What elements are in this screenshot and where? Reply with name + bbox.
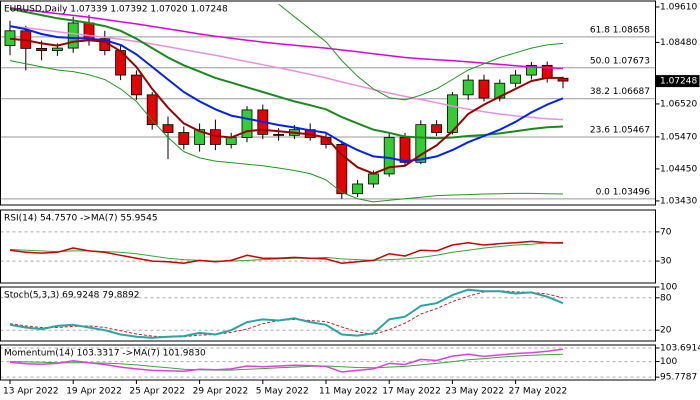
- y-tick-label: 103.6914: [660, 343, 700, 353]
- y-tick-label: 1.04450: [660, 164, 697, 174]
- candle-body: [510, 74, 522, 84]
- fib-label: 23.6 1.05467: [590, 125, 650, 135]
- last-price-box: [655, 75, 700, 88]
- fib-label: 38.2 1.06687: [590, 87, 650, 97]
- candle-body: [194, 129, 206, 145]
- candle-body: [478, 79, 490, 99]
- panel-title: Stoch(5,3,3) 69.9248 79.8892: [4, 291, 139, 301]
- indicator-line: [9, 7, 564, 140]
- candle-body: [162, 124, 174, 133]
- y-tick-label: 80: [660, 293, 672, 303]
- candle-body: [367, 173, 379, 185]
- y-tick-label: 1.03430: [660, 196, 697, 206]
- x-tick-label: 11 May 2022: [319, 387, 378, 397]
- indicator-line: [9, 60, 564, 203]
- candle-body: [225, 137, 237, 145]
- panel: [0, 347, 656, 378]
- y-tick-label: 100: [660, 283, 677, 293]
- panel: [0, 231, 656, 265]
- panel-border: [0, 209, 656, 284]
- candle-body: [130, 74, 142, 96]
- y-tick-label: 95.7787: [660, 373, 697, 383]
- candle-body: [241, 109, 253, 138]
- panel-title: EURUSD,Daily 1.07339 1.07392 1.07020 1.0…: [4, 5, 228, 15]
- candle-body: [494, 82, 506, 99]
- x-tick-label: 25 Apr 2022: [129, 387, 185, 397]
- candle-body: [336, 144, 348, 195]
- x-tick-label: 27 May 2022: [509, 387, 568, 397]
- indicator-line: [9, 348, 564, 373]
- indicator-line: [9, 288, 564, 339]
- candle-body: [178, 132, 190, 145]
- indicator-line: [9, 353, 564, 371]
- x-tick-label: 19 Apr 2022: [66, 387, 122, 397]
- x-tick-label: 17 May 2022: [382, 387, 441, 397]
- indicator-line: [9, 7, 564, 70]
- fib-label: 50.0 1.07673: [590, 56, 650, 66]
- indicator-line: [9, 25, 564, 121]
- candle-body: [67, 22, 79, 49]
- candle-body: [273, 133, 285, 136]
- candle-body: [399, 137, 411, 163]
- x-tick-label: 23 May 2022: [445, 387, 504, 397]
- indicator-line: [9, 240, 564, 265]
- panel-title: RSI(14) 54.7570 ->MA(7) 55.9545: [4, 214, 158, 224]
- y-tick-label: 1.06520: [660, 99, 697, 109]
- candle-body: [52, 47, 63, 51]
- candle-body: [431, 124, 443, 133]
- panel-border: [0, 0, 656, 206]
- indicator-line: [9, 25, 564, 163]
- x-tick-label: 13 Apr 2022: [3, 387, 59, 397]
- candle-body: [383, 137, 395, 175]
- panel-border: [0, 344, 656, 381]
- candle-body: [415, 124, 427, 163]
- fib-label: 61.8 1.08658: [590, 25, 650, 35]
- panel-border: [0, 286, 656, 342]
- indicator-line: [9, 37, 563, 175]
- last-price-label: 1.07248: [660, 77, 697, 87]
- x-tick-label: 29 Apr 2022: [193, 387, 249, 397]
- panel: 61.8 1.08658 50.0 1.07673 38.2 1.06687 23.6…: [0, 3, 656, 203]
- panel-title: Momentum(14) 103.3317 ->MA(7) 101.9830: [4, 349, 206, 359]
- candle-body: [36, 47, 47, 51]
- y-tick-label: 1.09610: [660, 2, 697, 12]
- candle-body: [526, 64, 537, 76]
- indicator-line: [278, 3, 564, 101]
- fib-label: 0.0 1.03496: [596, 187, 651, 197]
- y-tick-label: 1.05470: [660, 132, 697, 142]
- y-tick-label: 20: [660, 326, 672, 336]
- panel: [0, 287, 656, 339]
- y-tick-label: 70: [660, 227, 672, 237]
- y-tick-label: 1.08480: [660, 38, 697, 48]
- candle-body: [352, 183, 364, 195]
- x-tick-label: 5 May 2022: [256, 387, 309, 397]
- candle-body: [462, 79, 474, 96]
- candle-body: [146, 94, 158, 126]
- y-tick-label: 30: [660, 257, 672, 267]
- y-tick-label: 100: [660, 357, 677, 367]
- indicator-line: [9, 290, 564, 338]
